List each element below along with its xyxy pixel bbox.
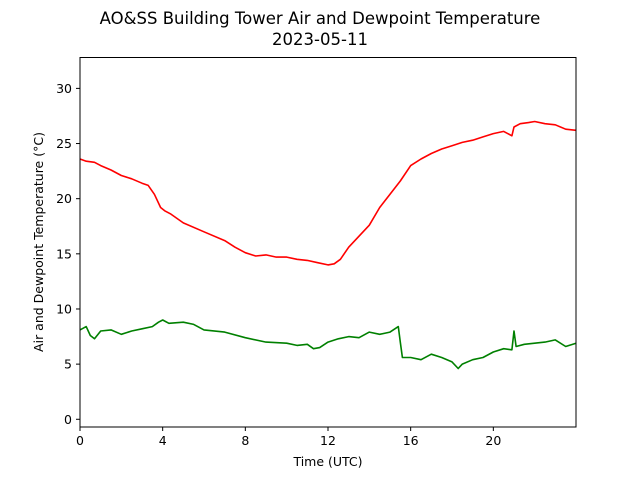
ticks-layer: 0 4 8 12 16 20 0 5 10 15 20 25 30 [56, 81, 501, 448]
y-tick-label: 30 [56, 81, 72, 96]
series-layer [79, 120, 577, 370]
x-tick-label: 8 [241, 433, 249, 448]
y-tick-label: 0 [64, 412, 72, 427]
x-axis-label: Time (UTC) [292, 454, 362, 469]
series-line-0 [79, 120, 577, 266]
y-tick-label: 15 [56, 246, 72, 261]
y-tick-label: 20 [56, 191, 72, 206]
chart-subtitle: 2023-05-11 [272, 30, 368, 49]
plot-frame [79, 57, 577, 428]
y-tick-label: 5 [64, 357, 72, 372]
chart-title: AO&SS Building Tower Air and Dewpoint Te… [100, 9, 541, 28]
x-tick-label: 0 [76, 433, 84, 448]
y-tick-label: 25 [56, 136, 72, 151]
series-line-1 [79, 319, 577, 370]
y-axis-label: Air and Dewpoint Temperature (°C) [31, 132, 46, 352]
x-tick-label: 12 [320, 433, 336, 448]
x-tick-label: 16 [403, 433, 419, 448]
y-tick-label: 10 [56, 301, 72, 316]
x-tick-label: 4 [159, 433, 167, 448]
x-tick-label: 20 [485, 433, 501, 448]
